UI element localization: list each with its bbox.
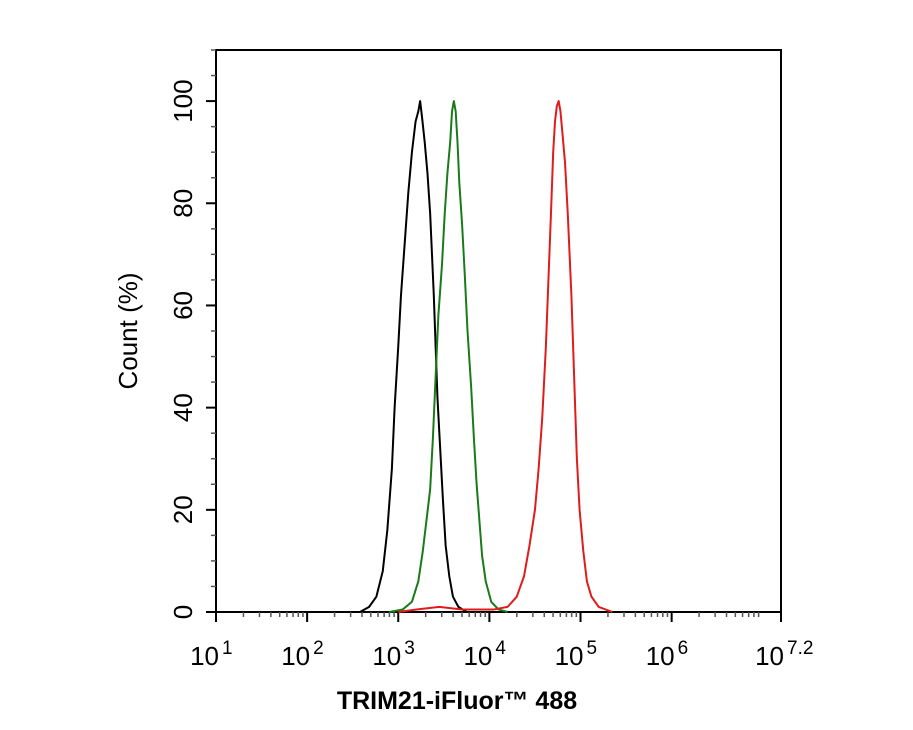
series-line-2 [388, 100, 508, 613]
x-tick-exponent: 4 [495, 638, 506, 659]
series-line-1 [359, 100, 468, 613]
x-tick-base: 10 [372, 641, 401, 671]
x-tick-label: 10 4 [463, 638, 506, 671]
x-tick-label: 10 6 [646, 638, 689, 671]
y-tick-label: 60 [168, 291, 198, 320]
y-axis-title: Count (%) [113, 272, 143, 389]
x-tick-label: 10 5 [555, 638, 598, 671]
y-tick-label: 0 [168, 605, 198, 619]
x-axis-title: TRIM21-iFluor™ 488 [337, 687, 577, 715]
x-tick-label: 10 7.2 [755, 638, 813, 671]
x-tick-base: 10 [463, 641, 492, 671]
series-line-3 [398, 100, 613, 613]
series-layer [359, 100, 613, 613]
y-tick-label: 100 [168, 79, 198, 122]
x-major-ticks [215, 612, 782, 622]
y-minor-ticks [211, 49, 216, 588]
y-tick-label: 80 [168, 189, 198, 218]
x-tick-base: 10 [190, 641, 219, 671]
x-tick-labels: 10 1 10 2 10 3 10 4 10 5 10 6 10 7.2 [190, 638, 813, 671]
x-tick-exponent: 5 [587, 638, 598, 659]
x-tick-exponent: 1 [222, 638, 233, 659]
y-tick-label: 40 [168, 393, 198, 422]
x-tick-label: 10 1 [190, 638, 233, 671]
x-tick-label: 10 3 [372, 638, 415, 671]
x-minor-ticks [242, 612, 760, 617]
x-tick-exponent: 6 [678, 638, 689, 659]
plot-frame [215, 49, 782, 613]
x-tick-exponent: 7.2 [787, 638, 813, 659]
x-tick-base: 10 [555, 641, 584, 671]
x-tick-exponent: 3 [404, 638, 415, 659]
x-tick-base: 10 [281, 641, 310, 671]
x-tick-label: 10 2 [281, 638, 324, 671]
y-major-ticks: 0 20 40 60 80 100 [168, 79, 216, 619]
x-tick-base: 10 [646, 641, 675, 671]
x-tick-base: 10 [755, 641, 784, 671]
y-tick-label: 20 [168, 495, 198, 524]
x-tick-exponent: 2 [313, 638, 324, 659]
